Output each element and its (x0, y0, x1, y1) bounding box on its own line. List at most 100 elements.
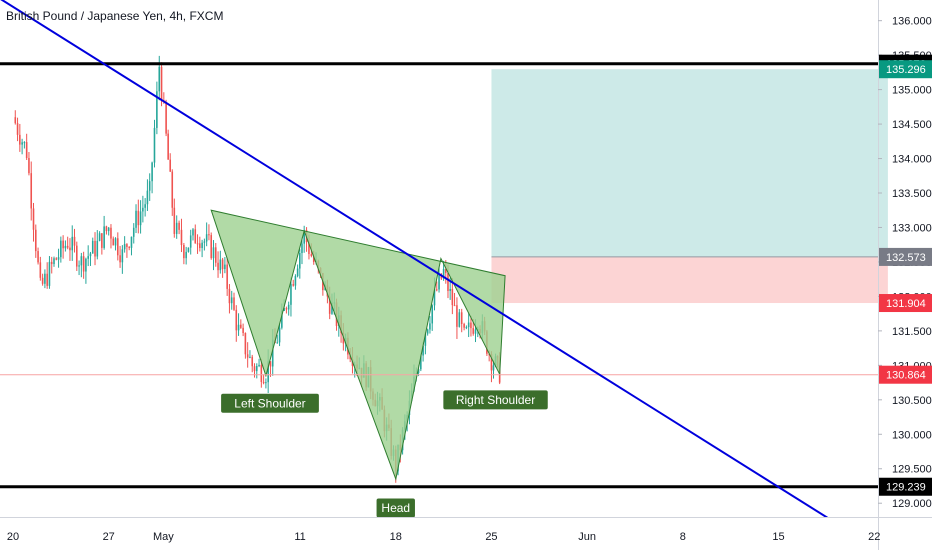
candle-body (221, 259, 224, 270)
candle-body (103, 226, 105, 248)
y-tick-label: 134.000 (892, 154, 932, 166)
loss-zone[interactable] (491, 256, 888, 304)
candle-body (422, 345, 424, 356)
pattern-label-box (443, 390, 548, 410)
candle-body (30, 173, 33, 209)
profit-zone[interactable] (491, 69, 888, 257)
x-tick-label: 25 (485, 531, 497, 543)
candle-body (242, 327, 244, 334)
candle-body (292, 284, 295, 286)
candle-body (265, 382, 267, 384)
candle-body (78, 265, 80, 267)
candle-body (39, 262, 42, 278)
head-and-shoulders-pattern[interactable] (210, 209, 506, 481)
candle-body (196, 243, 199, 245)
candle-body (135, 210, 137, 228)
chart-title: British Pound / Japanese Yen, 4h, FXCM (6, 9, 224, 23)
candle-body (285, 308, 288, 310)
x-tick-label: 11 (294, 531, 305, 543)
price-tag-label: 129.239 (886, 482, 926, 494)
price-tag (879, 247, 932, 266)
price-tag (879, 365, 932, 384)
candle-body (117, 238, 119, 256)
candle-body (60, 240, 62, 258)
candle-body (310, 254, 313, 257)
x-tick-label: 22 (868, 531, 880, 543)
candle-body (203, 241, 206, 243)
candle-body (189, 235, 192, 248)
candle-body (183, 244, 185, 259)
candle-body (173, 207, 176, 234)
y-tick-label: 130.000 (892, 429, 932, 441)
candle-body (467, 322, 470, 328)
candle-body (107, 227, 110, 232)
candle-body (298, 253, 301, 269)
candle-body (262, 382, 265, 384)
candle-body (94, 240, 96, 257)
candle-body (490, 354, 493, 371)
candle-body (458, 312, 461, 327)
pattern-label: Head (381, 501, 410, 515)
candle-body (255, 365, 258, 372)
candle-body (57, 257, 60, 260)
x-tick-label: 8 (680, 531, 686, 543)
candle-body (453, 305, 456, 307)
candle-body (214, 247, 217, 263)
candle-body (435, 289, 438, 291)
candle-body (424, 333, 427, 346)
candle-body (194, 229, 197, 244)
candle-body (96, 240, 99, 257)
x-tick-label: Jun (578, 531, 596, 543)
candle-body (438, 273, 440, 290)
candle-body (431, 305, 434, 324)
candle-body (294, 276, 297, 286)
candle-body (46, 273, 48, 286)
candle-body (167, 133, 169, 160)
candle-body (101, 233, 103, 248)
candle-body (417, 369, 420, 373)
candle-body (44, 273, 46, 284)
candle-body (205, 234, 208, 242)
candle-body (224, 264, 226, 270)
x-tick-label: 27 (103, 531, 115, 543)
candle-body (271, 339, 274, 367)
candle-body (253, 366, 256, 372)
candle-body (23, 142, 26, 144)
candle-body (244, 333, 247, 355)
candle-body (226, 264, 228, 289)
candle-body (492, 365, 495, 371)
candle-body (312, 256, 315, 263)
pattern-label: Left Shoulder (234, 396, 305, 410)
candle-body (169, 159, 172, 172)
candle-body (21, 142, 23, 145)
candle-body (301, 243, 303, 254)
candle-body (130, 236, 133, 248)
candle-body (112, 238, 115, 246)
y-tick-label: 133.000 (892, 222, 932, 234)
candle-body (85, 258, 87, 272)
candle-body (465, 327, 468, 329)
x-tick-label: 15 (772, 531, 784, 543)
trendline[interactable] (0, 0, 843, 527)
candle-body (160, 66, 163, 101)
price-tag-label: 131.904 (886, 298, 926, 310)
y-tick-label: 131.500 (892, 326, 932, 338)
candle-body (460, 312, 463, 324)
candle-body (246, 354, 249, 358)
candle-body (278, 327, 281, 343)
candle-body (251, 356, 254, 367)
x-tick-label: 20 (7, 531, 19, 543)
candle-body (66, 245, 69, 248)
y-tick-label: 136.000 (892, 16, 932, 28)
y-tick-label: 129.500 (892, 464, 932, 476)
candle-body (114, 238, 117, 246)
candle-body (55, 258, 58, 260)
candle-body (132, 227, 135, 237)
y-tick-label: 130.500 (892, 395, 932, 407)
candle-body (98, 233, 101, 241)
candle-body (180, 229, 183, 245)
candle-body (303, 230, 305, 244)
candle-body (474, 329, 477, 334)
x-tick-label: 18 (390, 531, 402, 543)
